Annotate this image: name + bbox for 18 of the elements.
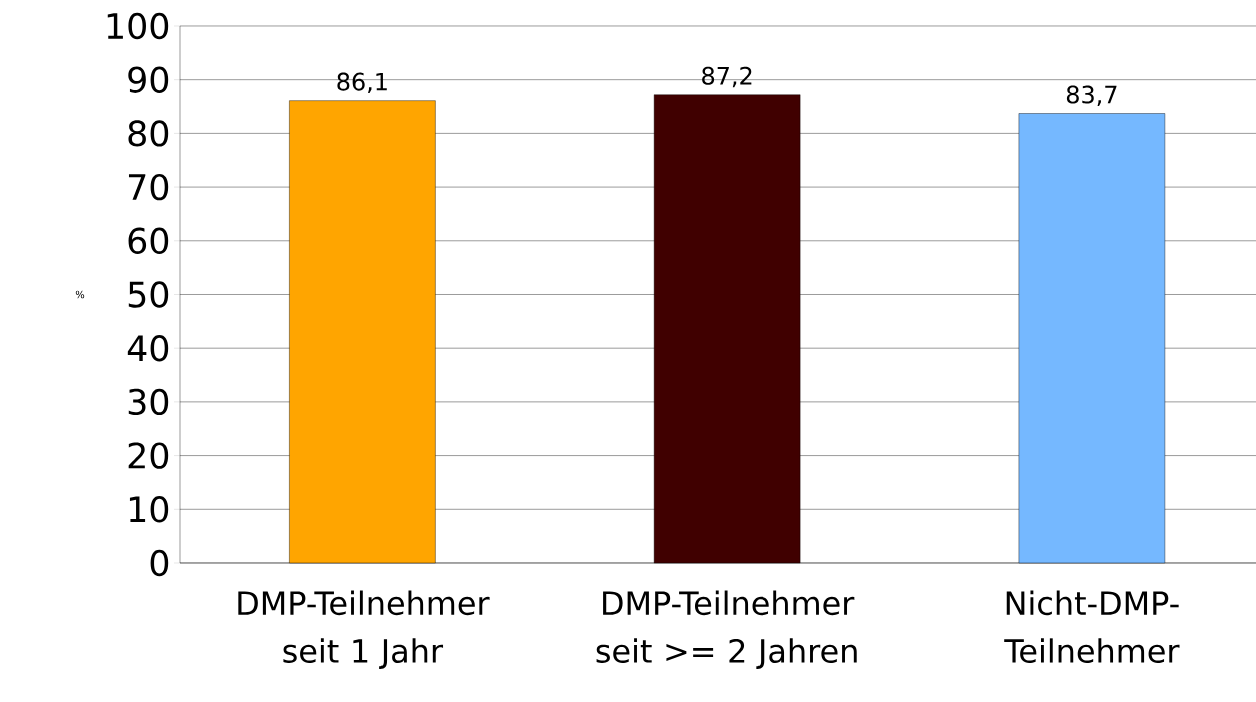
- y-tick-label: 100: [107, 12, 169, 40]
- data-label: 83,7: [1066, 85, 1117, 106]
- x-tick-label: Nicht-DMP-Teilnehmer: [1004, 590, 1180, 663]
- y-tick-label: 50: [128, 281, 169, 308]
- x-tick-label: DMP-Teilnehmer seit 1 Jahr: [238, 590, 490, 669]
- y-tick-label: 0: [150, 549, 169, 577]
- y-tick-label: 60: [128, 227, 169, 254]
- y-tick-label: 10: [129, 496, 169, 523]
- y-tick-label: 20: [128, 442, 169, 469]
- y-tick-label: 90: [128, 66, 169, 93]
- x-tick-label: DMP-Teilnehmer seit >= 2 Jahren: [596, 590, 857, 669]
- y-tick-label: 40: [127, 334, 169, 362]
- data-label: 86,1: [337, 72, 387, 94]
- data-label: 87,2: [702, 66, 752, 88]
- y-tick-label: 80: [128, 120, 169, 147]
- y-tick-label: 70: [128, 173, 169, 201]
- y-axis-title: %: [75, 290, 85, 299]
- y-tick-label: 30: [128, 388, 169, 416]
